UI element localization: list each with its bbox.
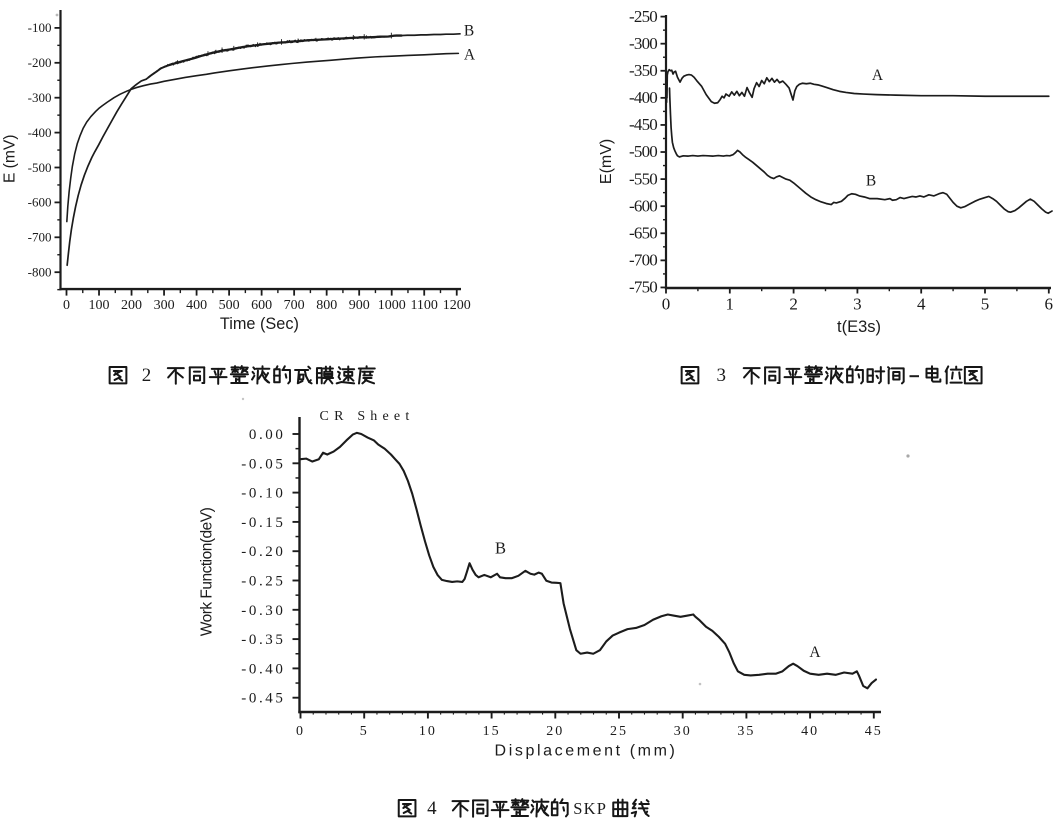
svg-text:-200: -200: [28, 55, 52, 70]
svg-text:-0.15: -0.15: [241, 515, 285, 531]
svg-text:1: 1: [726, 294, 735, 313]
svg-text:45: 45: [865, 724, 883, 739]
svg-text:-0.05: -0.05: [241, 456, 285, 472]
svg-text:-650: -650: [629, 224, 657, 243]
svg-text:-400: -400: [629, 88, 657, 107]
svg-text:2: 2: [789, 294, 798, 313]
svg-text:A: A: [809, 644, 821, 661]
svg-text:0: 0: [662, 294, 671, 313]
svg-text:-300: -300: [28, 90, 52, 105]
svg-text:Displacement (mm): Displacement (mm): [495, 743, 678, 760]
svg-text:-100: -100: [28, 20, 52, 35]
svg-text:0.00: 0.00: [249, 427, 286, 443]
svg-text:4: 4: [917, 294, 926, 313]
svg-text:-0.45: -0.45: [241, 691, 285, 707]
svg-text:B: B: [866, 173, 876, 190]
svg-text:4: 4: [427, 798, 437, 819]
svg-text:B: B: [464, 23, 474, 40]
svg-text:20: 20: [546, 724, 564, 739]
svg-text:30: 30: [674, 724, 692, 739]
svg-text:1000: 1000: [378, 298, 406, 313]
svg-text:-0.30: -0.30: [241, 603, 285, 619]
svg-text:800: 800: [316, 298, 337, 313]
svg-text:-600: -600: [629, 196, 657, 215]
svg-text:3: 3: [853, 294, 862, 313]
svg-text:400: 400: [186, 298, 207, 313]
svg-text:Work Function(deV): Work Function(deV): [199, 507, 216, 636]
svg-text:-500: -500: [629, 142, 657, 161]
svg-text:35: 35: [737, 724, 755, 739]
svg-text:200: 200: [121, 298, 142, 313]
svg-text:300: 300: [154, 298, 175, 313]
svg-text:1100: 1100: [410, 298, 437, 313]
svg-text:-350: -350: [629, 61, 657, 80]
svg-text:CR Sheet: CR Sheet: [320, 409, 415, 424]
svg-text:700: 700: [284, 298, 305, 313]
svg-text:10: 10: [419, 724, 437, 739]
svg-text:-0.40: -0.40: [241, 661, 285, 677]
svg-text:500: 500: [219, 298, 240, 313]
svg-text:-0.25: -0.25: [241, 574, 285, 590]
svg-text:15: 15: [483, 724, 501, 739]
svg-text:-500: -500: [28, 160, 52, 175]
svg-text:3: 3: [716, 365, 726, 386]
svg-text:A: A: [872, 67, 884, 84]
svg-text:0: 0: [63, 298, 70, 313]
svg-text:-600: -600: [28, 195, 52, 210]
svg-text:1200: 1200: [443, 298, 471, 313]
svg-text:900: 900: [349, 298, 370, 313]
svg-text:25: 25: [610, 724, 628, 739]
svg-text:-700: -700: [28, 230, 52, 245]
svg-text:600: 600: [251, 298, 272, 313]
svg-text:-700: -700: [629, 251, 657, 270]
svg-text:2: 2: [142, 365, 152, 386]
svg-text:40: 40: [801, 724, 819, 739]
svg-text:5: 5: [981, 294, 990, 313]
svg-text:-800: -800: [28, 265, 52, 280]
svg-text:6: 6: [1045, 294, 1054, 313]
svg-text:-300: -300: [629, 34, 657, 53]
svg-text:E(mV): E(mV): [598, 139, 615, 184]
svg-text:-0.20: -0.20: [241, 544, 285, 560]
svg-text:-250: -250: [629, 7, 657, 26]
svg-text:E (mV): E (mV): [2, 135, 19, 184]
svg-text:-450: -450: [629, 115, 657, 134]
svg-text:-0.35: -0.35: [241, 632, 285, 648]
svg-text:SKP: SKP: [573, 799, 607, 818]
svg-text:-400: -400: [28, 125, 52, 140]
svg-text:-750: -750: [629, 278, 657, 297]
svg-text:-0.10: -0.10: [241, 486, 285, 502]
svg-text:0: 0: [296, 724, 305, 739]
svg-text:Time (Sec): Time (Sec): [220, 315, 299, 333]
svg-text:B: B: [495, 538, 506, 557]
svg-text:5: 5: [360, 724, 369, 739]
svg-text:-550: -550: [629, 169, 657, 188]
svg-text:100: 100: [89, 298, 110, 313]
svg-text:t(E3s): t(E3s): [837, 318, 881, 336]
svg-text:A: A: [464, 47, 476, 64]
